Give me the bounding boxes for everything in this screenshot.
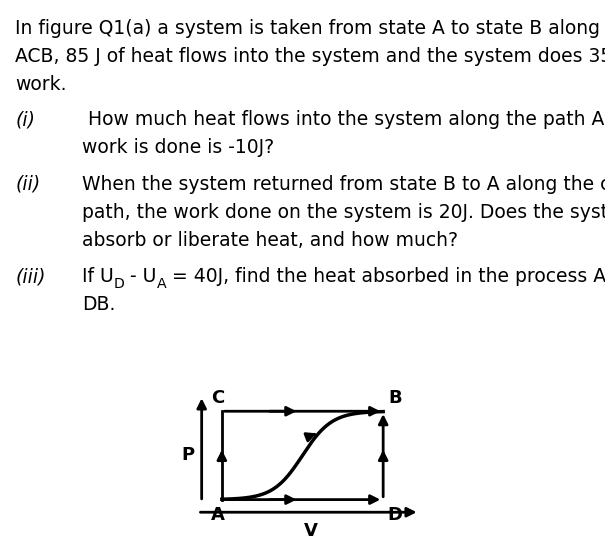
Text: DB.: DB. (82, 295, 115, 314)
Text: (i): (i) (15, 110, 35, 129)
Text: work.: work. (15, 75, 67, 94)
Text: work is done is -10J?: work is done is -10J? (82, 138, 274, 157)
Text: In figure Q1(a) a system is taken from state A to state B along the path: In figure Q1(a) a system is taken from s… (15, 19, 605, 38)
Text: C: C (211, 389, 224, 407)
Text: absorb or liberate heat, and how much?: absorb or liberate heat, and how much? (82, 231, 457, 250)
Text: D: D (113, 277, 124, 291)
Text: B: B (388, 389, 402, 407)
Text: - U: - U (124, 267, 157, 286)
Text: (ii): (ii) (15, 175, 41, 193)
Text: ACB, 85 J of heat flows into the system and the system does 35 J of: ACB, 85 J of heat flows into the system … (15, 47, 605, 66)
Text: When the system returned from state B to A along the curved: When the system returned from state B to… (82, 175, 605, 193)
Text: V: V (304, 522, 318, 540)
Text: D: D (388, 506, 403, 524)
Text: P: P (181, 447, 194, 464)
Text: path, the work done on the system is 20J. Does the system: path, the work done on the system is 20J… (82, 203, 605, 222)
Text: If U: If U (82, 267, 113, 286)
Text: (iii): (iii) (15, 267, 45, 286)
Text: How much heat flows into the system along the path ADB if the: How much heat flows into the system alon… (82, 110, 605, 129)
Text: = 40J, find the heat absorbed in the process AD and: = 40J, find the heat absorbed in the pro… (166, 267, 605, 286)
Text: A: A (211, 506, 224, 524)
Text: A: A (157, 277, 166, 291)
